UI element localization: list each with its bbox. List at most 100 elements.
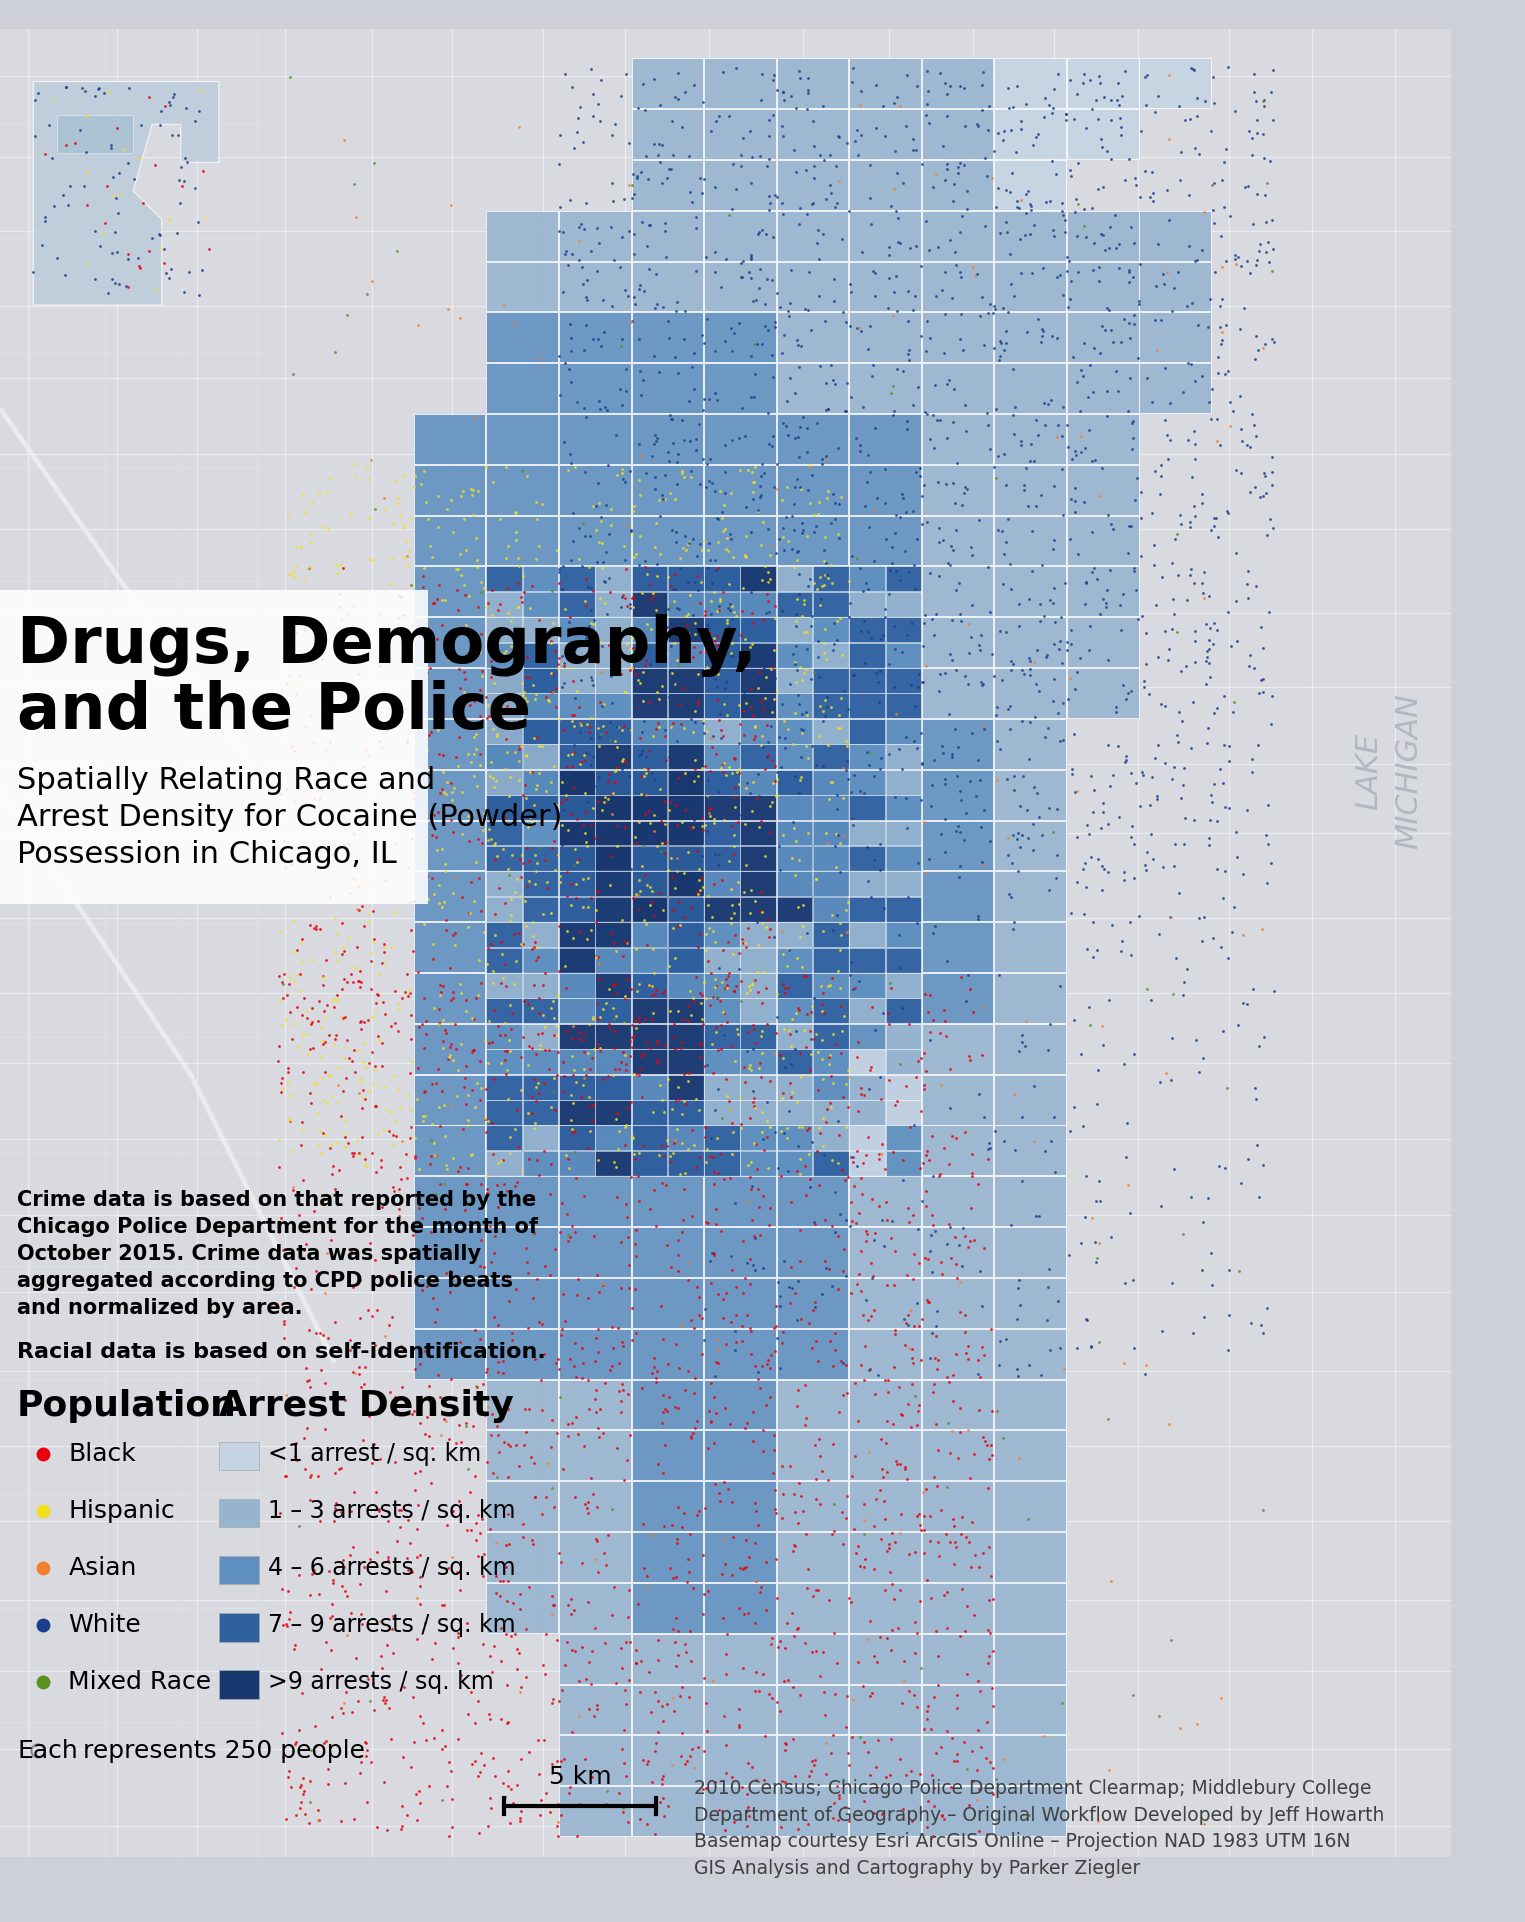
Point — [1177, 511, 1202, 542]
Point — [622, 619, 647, 650]
Point — [705, 621, 729, 652]
Bar — [1068, 110, 1139, 160]
Point — [1161, 582, 1185, 613]
Point — [1049, 454, 1074, 484]
Point — [732, 540, 756, 571]
Point — [445, 619, 470, 650]
Point — [752, 842, 776, 873]
Point — [816, 1042, 840, 1072]
Point — [419, 1468, 444, 1499]
Point — [697, 798, 721, 828]
Point — [918, 323, 942, 354]
Bar — [668, 998, 703, 1023]
Point — [480, 763, 505, 794]
Point — [456, 1453, 480, 1484]
Point — [811, 546, 836, 577]
Point — [714, 1080, 738, 1111]
Point — [30, 1553, 55, 1584]
Point — [1148, 1190, 1173, 1220]
Point — [284, 1799, 308, 1830]
Point — [743, 1488, 767, 1518]
Point — [99, 263, 124, 294]
Point — [345, 592, 369, 623]
Point — [538, 1149, 563, 1180]
Point — [712, 973, 737, 1003]
Point — [1235, 582, 1260, 613]
Point — [851, 1670, 875, 1701]
Point — [560, 1636, 584, 1666]
Bar — [849, 1584, 921, 1634]
Point — [808, 584, 833, 615]
Point — [628, 1053, 653, 1084]
Point — [526, 605, 551, 636]
Point — [863, 113, 888, 144]
Point — [1191, 1044, 1215, 1074]
Point — [531, 999, 555, 1030]
Point — [564, 1280, 589, 1311]
Point — [444, 742, 468, 773]
Point — [276, 611, 300, 642]
Point — [569, 209, 593, 240]
Point — [978, 1443, 1002, 1474]
Point — [480, 1741, 505, 1772]
Point — [680, 798, 705, 828]
Point — [758, 194, 782, 225]
Point — [1055, 292, 1080, 323]
Point — [729, 150, 753, 181]
Point — [819, 177, 843, 208]
Point — [686, 1299, 711, 1330]
Point — [666, 58, 691, 88]
Point — [750, 1015, 775, 1046]
Point — [830, 919, 854, 949]
Point — [458, 690, 482, 721]
Point — [685, 659, 709, 690]
Point — [1040, 686, 1064, 717]
Point — [933, 769, 958, 800]
Point — [281, 1024, 305, 1055]
Point — [723, 780, 747, 811]
Point — [499, 605, 523, 636]
Point — [523, 684, 547, 715]
Point — [566, 848, 590, 878]
Point — [702, 803, 726, 834]
Point — [607, 1376, 631, 1407]
Point — [580, 703, 604, 734]
Point — [886, 202, 910, 233]
Point — [740, 456, 764, 486]
Point — [87, 231, 111, 261]
Point — [1063, 776, 1087, 807]
Point — [496, 1393, 520, 1424]
Point — [621, 882, 645, 913]
Point — [432, 1589, 456, 1620]
Point — [909, 784, 933, 815]
Point — [1051, 392, 1075, 423]
Bar — [813, 1024, 849, 1049]
Bar — [631, 923, 703, 973]
Point — [1226, 1011, 1250, 1042]
Point — [764, 757, 788, 788]
Point — [297, 909, 322, 940]
Point — [746, 219, 770, 250]
Point — [281, 936, 305, 967]
Point — [647, 684, 671, 715]
Point — [666, 1392, 691, 1422]
Point — [813, 613, 837, 644]
Point — [744, 284, 769, 315]
Bar — [631, 1430, 703, 1480]
Point — [569, 748, 593, 778]
Point — [403, 1144, 427, 1174]
Point — [549, 1545, 573, 1576]
Point — [727, 1082, 752, 1113]
Point — [970, 669, 994, 700]
Point — [772, 1044, 796, 1074]
Point — [546, 1820, 570, 1851]
Point — [621, 496, 645, 527]
Point — [386, 790, 410, 821]
Point — [602, 108, 627, 138]
Point — [1074, 873, 1098, 903]
Point — [791, 657, 816, 688]
Point — [627, 1138, 651, 1169]
Bar — [705, 948, 740, 973]
Bar — [813, 821, 849, 846]
Point — [708, 1478, 732, 1509]
